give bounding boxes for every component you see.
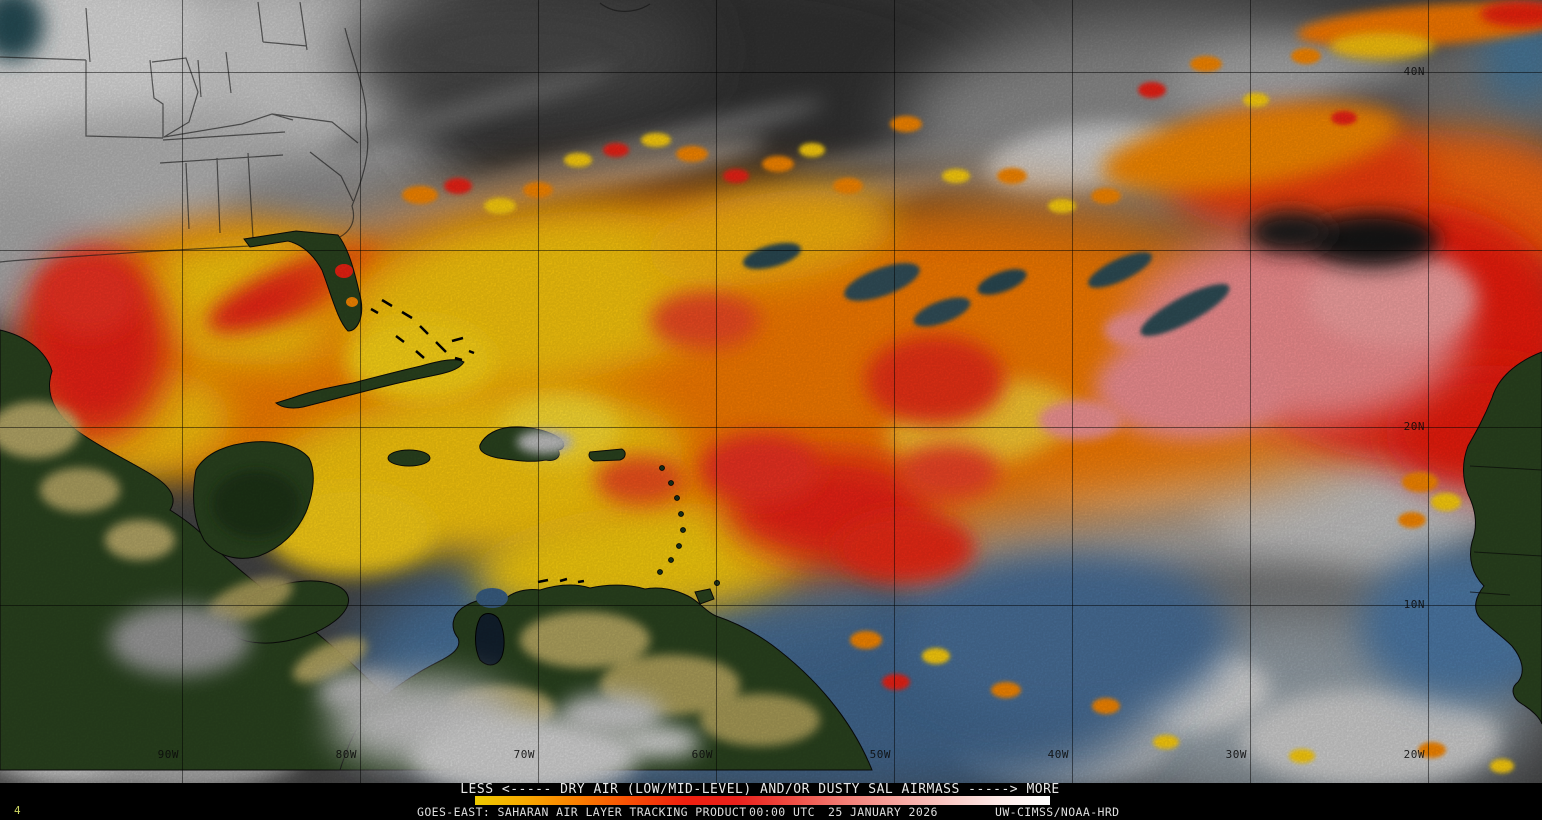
longitude-label: 90W (157, 748, 179, 761)
gridline-longitude (1250, 0, 1251, 783)
satellite-map: 90W 80W 70W 60W 50W 40W 30W 20W 40N 20N 10N (0, 0, 1542, 783)
gridline-longitude (538, 0, 539, 783)
longitude-label: 40W (1047, 748, 1069, 761)
gridline-latitude (0, 605, 1542, 606)
gridline-longitude (182, 0, 183, 783)
gridline-longitude (1428, 0, 1429, 783)
timestamp-utc: 00:00 UTC (749, 805, 815, 819)
timestamp-date: 25 JANUARY 2026 (828, 805, 938, 819)
gridline-latitude (0, 427, 1542, 428)
gridline-longitude (716, 0, 717, 783)
latitude-label: 20N (1403, 420, 1425, 433)
gridline-latitude (0, 72, 1542, 73)
legend-bar: LESS <----- DRY AIR (LOW/MID-LEVEL) AND/… (0, 783, 1542, 820)
gridline-longitude (1072, 0, 1073, 783)
gridline-longitude (360, 0, 361, 783)
longitude-label: 30W (1225, 748, 1247, 761)
longitude-label: 70W (513, 748, 535, 761)
map-grid-overlay: 90W 80W 70W 60W 50W 40W 30W 20W 40N 20N 10N (0, 0, 1542, 783)
noise-texture (0, 0, 1542, 783)
latitude-label: 10N (1403, 598, 1425, 611)
longitude-label: 50W (869, 748, 891, 761)
longitude-label: 20W (1403, 748, 1425, 761)
longitude-label: 80W (335, 748, 357, 761)
gridline-longitude (894, 0, 895, 783)
colorbar-caption: LESS <----- DRY AIR (LOW/MID-LEVEL) AND/… (460, 782, 1060, 797)
legend-gradient-bar (475, 796, 1050, 805)
frame-counter: 4 (14, 804, 21, 817)
gridline-latitude (0, 250, 1542, 251)
latitude-label: 40N (1403, 65, 1425, 78)
longitude-label: 60W (691, 748, 713, 761)
credit-label: UW-CIMSS/NOAA-HRD (995, 805, 1120, 819)
product-title: GOES-EAST: SAHARAN AIR LAYER TRACKING PR… (417, 805, 747, 819)
